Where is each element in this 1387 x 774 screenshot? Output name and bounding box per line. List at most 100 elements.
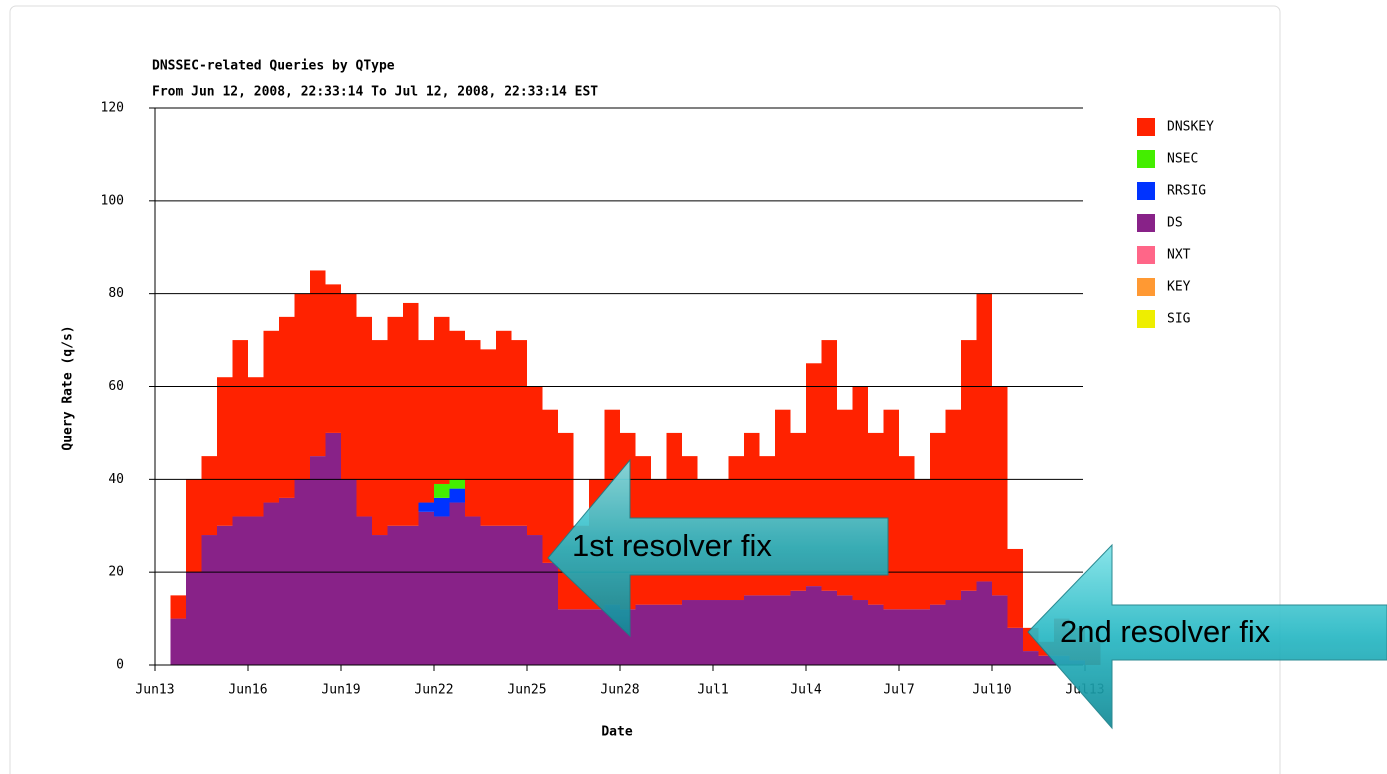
legend-swatch	[1137, 278, 1155, 296]
bar-segment	[914, 609, 930, 665]
bar-segment	[449, 502, 465, 665]
annotation: 1st resolver fix	[572, 528, 772, 563]
x-tick-label: Jun19	[321, 683, 360, 698]
bar-segment	[666, 604, 682, 665]
legend-label: DNSKEY	[1167, 120, 1214, 135]
bar-segment	[263, 502, 279, 665]
bar-segment	[511, 340, 527, 526]
bar-segment	[527, 535, 543, 665]
bar-segment	[403, 302, 419, 526]
bar-segment	[170, 618, 186, 665]
legend-swatch	[1137, 182, 1155, 200]
arrow	[1027, 543, 1387, 730]
bar-segment	[325, 432, 341, 665]
bar-segment	[914, 479, 930, 610]
bar-segment	[976, 293, 992, 582]
bar-segment	[635, 604, 651, 665]
bar-segment	[356, 316, 372, 517]
bar-segment	[480, 525, 496, 665]
bar-segment	[449, 330, 465, 480]
bar-segment	[325, 284, 341, 433]
bar-segment	[527, 386, 543, 536]
legend-label: SIG	[1167, 312, 1191, 327]
bar-segment	[558, 609, 574, 665]
bar-segment	[1038, 655, 1054, 665]
bar-segment	[945, 409, 961, 601]
bar-segment	[837, 595, 853, 665]
x-axis-label: Date	[601, 725, 632, 740]
x-tick-label: Jul10	[972, 683, 1011, 698]
bar-segment	[279, 497, 295, 665]
legend-swatch	[1137, 150, 1155, 168]
bar-segment	[418, 511, 434, 665]
bar-segment	[449, 488, 465, 503]
bar-segment	[899, 609, 915, 665]
legend-label: KEY	[1167, 280, 1191, 295]
bar-segment	[279, 316, 295, 498]
x-tick-label: Jul7	[883, 683, 914, 698]
bar-segment	[759, 595, 775, 665]
bar-segment	[1007, 548, 1023, 628]
bar-segment	[945, 600, 961, 665]
chart-title: DNSSEC-related Queries by QType	[152, 59, 395, 74]
bar-segment	[496, 525, 512, 665]
bar-segment	[387, 525, 403, 665]
bar-segment	[883, 609, 899, 665]
bar-segment	[186, 572, 202, 665]
bar-segment	[868, 604, 884, 665]
arrow	[547, 458, 889, 638]
bar-segment	[961, 590, 977, 665]
bar-segment	[201, 456, 217, 536]
y-tick-label: 100	[101, 193, 124, 208]
bar-segment	[961, 340, 977, 591]
bar-segment	[248, 516, 264, 665]
bar-segment	[232, 340, 248, 517]
bar-segment	[496, 330, 512, 526]
bar-segment	[170, 595, 186, 619]
bar-segment	[387, 316, 403, 526]
y-tick-label: 120	[101, 101, 124, 116]
bar-segment	[434, 516, 450, 665]
bar-segment	[728, 600, 744, 665]
bar-segment	[930, 432, 946, 605]
annotation: 2nd resolver fix	[1060, 614, 1271, 649]
bar-segment	[418, 502, 434, 512]
y-tick-label: 20	[108, 565, 124, 580]
legend-swatch	[1137, 214, 1155, 232]
bar-segment	[542, 409, 558, 563]
bar-segment	[542, 562, 558, 665]
x-tick-label: Jun13	[135, 683, 174, 698]
bar-segment	[852, 600, 868, 665]
bar-segment	[558, 432, 574, 610]
bar-segment	[217, 377, 233, 526]
y-tick-label: 0	[116, 658, 124, 673]
bar-segment	[480, 349, 496, 526]
bar-segment	[434, 483, 450, 498]
bar-segment	[356, 516, 372, 665]
bar-segment	[713, 600, 729, 665]
bar-segment	[992, 595, 1008, 665]
x-tick-label: Jun22	[414, 683, 453, 698]
bar-segment	[232, 516, 248, 665]
bar-segment	[883, 409, 899, 610]
bar-segment	[511, 525, 527, 665]
y-tick-label: 80	[108, 286, 124, 301]
bar-segment	[310, 456, 326, 665]
legend-swatch	[1137, 246, 1155, 264]
y-axis-label: Query Rate (q/s)	[61, 325, 76, 450]
bar-segment	[201, 535, 217, 665]
bar-segment	[217, 525, 233, 665]
bar-segment	[899, 456, 915, 610]
x-tick-label: Jun16	[228, 683, 267, 698]
bar-segment	[651, 604, 667, 665]
bar-segment	[1007, 627, 1023, 665]
bar-segment	[573, 609, 589, 665]
bar-segment	[465, 340, 481, 517]
bar-segment	[775, 595, 791, 665]
legend-label: NXT	[1167, 248, 1191, 263]
x-tick-label: Jul4	[790, 683, 821, 698]
annotations: 1st resolver fix 2nd resolver fix	[547, 458, 1387, 730]
bar-segment	[976, 581, 992, 665]
bar-segment	[372, 340, 388, 536]
bar-segment	[403, 525, 419, 665]
